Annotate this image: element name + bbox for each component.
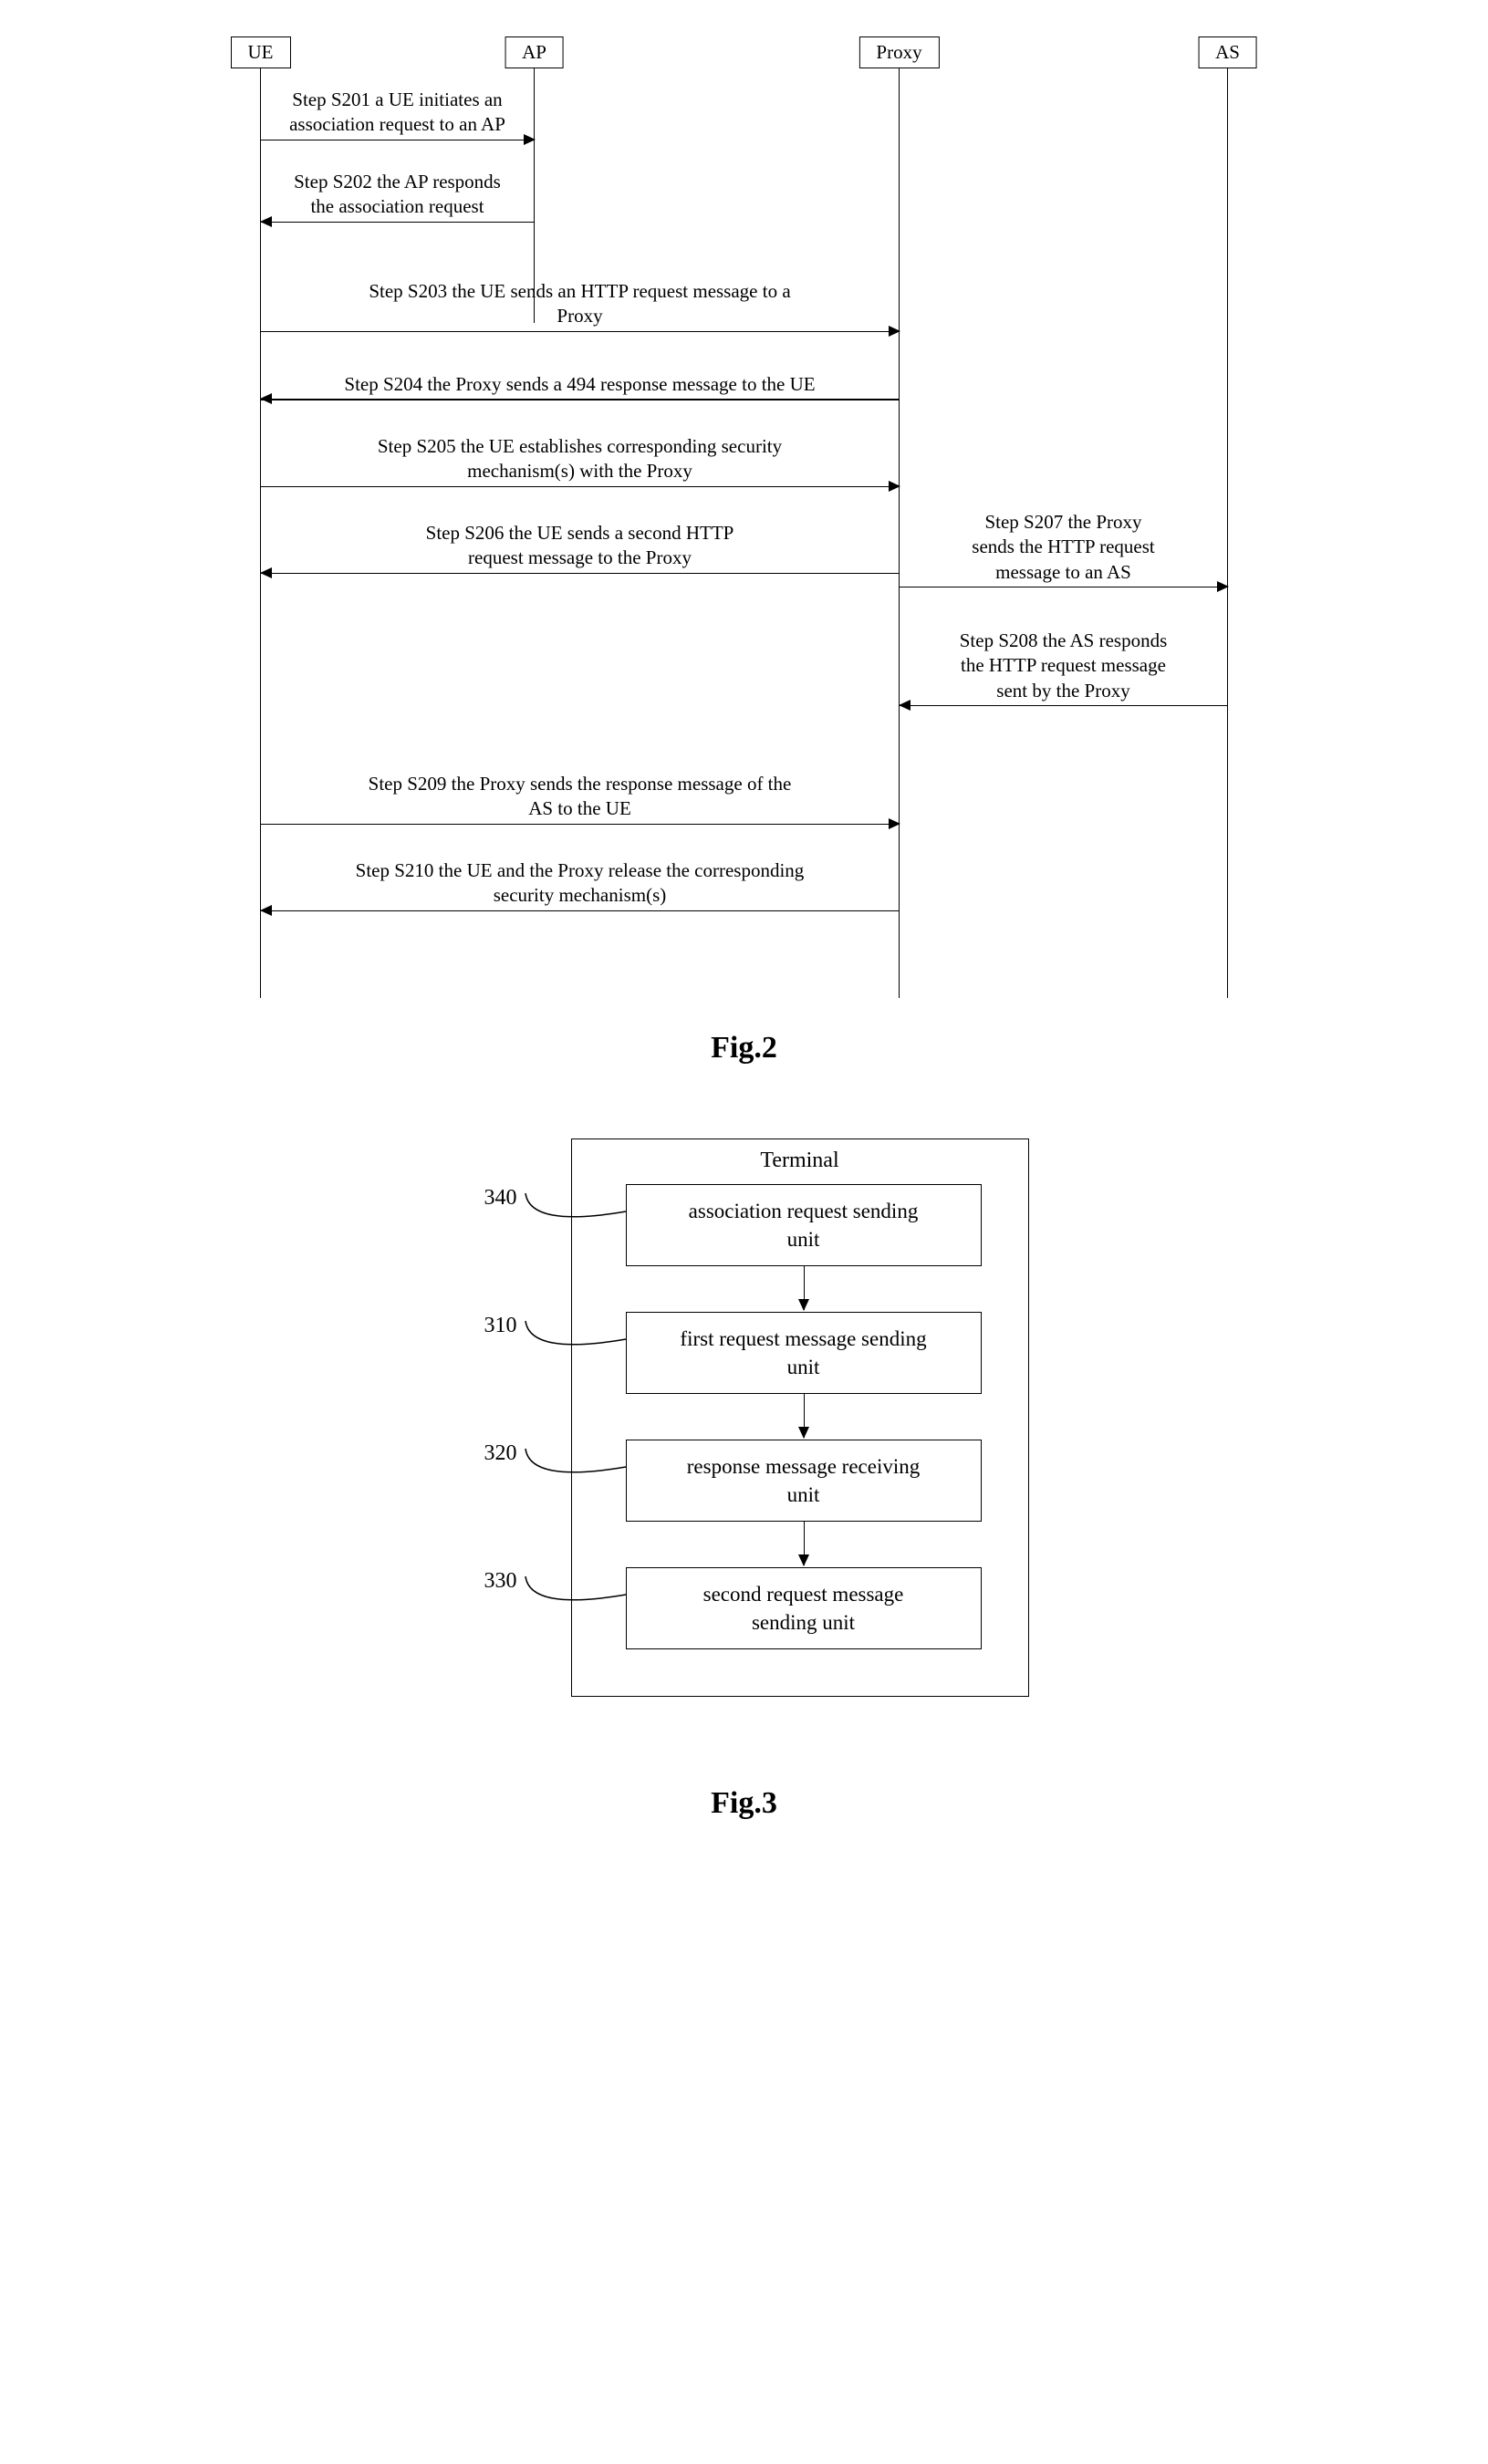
block-arrow-1 bbox=[804, 1394, 806, 1438]
block-arrow-0 bbox=[804, 1266, 806, 1310]
message-8: Step S209 the Proxy sends the response m… bbox=[261, 772, 900, 825]
message-text-8: Step S209 the Proxy sends the response m… bbox=[261, 772, 900, 824]
ref-label-320: 320 bbox=[484, 1441, 517, 1466]
message-arrow-3 bbox=[261, 399, 900, 400]
message-text-0: Step S201 a UE initiates anassociation r… bbox=[261, 88, 535, 140]
message-0: Step S201 a UE initiates anassociation r… bbox=[261, 88, 535, 140]
connector-1 bbox=[525, 1321, 626, 1357]
message-text-3: Step S204 the Proxy sends a 494 response… bbox=[261, 372, 900, 399]
actor-proxy: Proxy bbox=[858, 36, 939, 68]
ref-label-340: 340 bbox=[484, 1186, 517, 1211]
message-4: Step S205 the UE establishes correspondi… bbox=[261, 434, 900, 487]
figure-2: UE AP Proxy AS Step S201 a UE initiates anas… bbox=[36, 36, 1452, 1066]
message-3: Step S204 the Proxy sends a 494 response… bbox=[261, 372, 900, 400]
message-arrow-1 bbox=[261, 222, 535, 224]
actor-as: AS bbox=[1198, 36, 1257, 68]
unit-330: second request messagesending unit bbox=[626, 1567, 982, 1649]
message-text-9: Step S210 the UE and the Proxy release t… bbox=[261, 858, 900, 910]
message-text-6: Step S207 the Proxysends the HTTP reques… bbox=[900, 510, 1228, 587]
unit-310: first request message sendingunit bbox=[626, 1312, 982, 1394]
message-arrow-9 bbox=[261, 910, 900, 912]
figure-3: Terminal association request sendingunit f… bbox=[36, 1138, 1452, 1821]
message-9: Step S210 the UE and the Proxy release t… bbox=[261, 858, 900, 911]
message-arrow-2 bbox=[261, 331, 900, 333]
connector-3 bbox=[525, 1576, 626, 1613]
message-arrow-5 bbox=[261, 573, 900, 575]
connector-0 bbox=[525, 1193, 626, 1230]
fig2-caption: Fig.2 bbox=[36, 1031, 1452, 1066]
message-text-4: Step S205 the UE establishes correspondi… bbox=[261, 434, 900, 486]
actor-ue: UE bbox=[231, 36, 291, 68]
ref-label-310: 310 bbox=[484, 1314, 517, 1338]
connector-2 bbox=[525, 1449, 626, 1485]
message-text-5: Step S206 the UE sends a second HTTPrequ… bbox=[261, 521, 900, 573]
unit-320: response message receivingunit bbox=[626, 1440, 982, 1522]
actor-ap: AP bbox=[505, 36, 564, 68]
sequence-diagram: UE AP Proxy AS Step S201 a UE initiates anas… bbox=[206, 36, 1283, 1003]
message-arrow-8 bbox=[261, 824, 900, 826]
block-diagram: Terminal association request sendingunit f… bbox=[434, 1138, 1055, 1759]
message-6: Step S207 the Proxysends the HTTP reques… bbox=[900, 510, 1228, 587]
message-arrow-0 bbox=[261, 140, 535, 141]
message-text-7: Step S208 the AS respondsthe HTTP reques… bbox=[900, 629, 1228, 705]
message-arrow-6 bbox=[900, 587, 1228, 588]
block-arrow-2 bbox=[804, 1522, 806, 1565]
message-5: Step S206 the UE sends a second HTTPrequ… bbox=[261, 521, 900, 574]
message-7: Step S208 the AS respondsthe HTTP reques… bbox=[900, 629, 1228, 706]
message-text-1: Step S202 the AP respondsthe association… bbox=[261, 170, 535, 222]
message-1: Step S202 the AP respondsthe association… bbox=[261, 170, 535, 223]
message-text-2: Step S203 the UE sends an HTTP request m… bbox=[261, 279, 900, 331]
message-arrow-7 bbox=[900, 705, 1228, 707]
terminal-title: Terminal bbox=[572, 1139, 1028, 1179]
message-2: Step S203 the UE sends an HTTP request m… bbox=[261, 279, 900, 332]
fig3-caption: Fig.3 bbox=[36, 1786, 1452, 1821]
unit-340: association request sendingunit bbox=[626, 1184, 982, 1266]
ref-label-330: 330 bbox=[484, 1569, 517, 1594]
message-arrow-4 bbox=[261, 486, 900, 488]
